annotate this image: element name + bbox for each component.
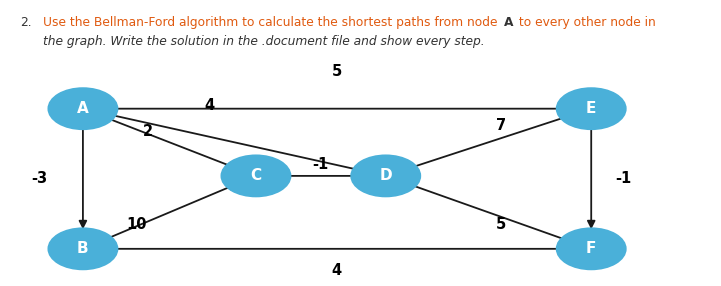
Text: Use the Bellman-Ford algorithm to calculate the shortest paths from node: Use the Bellman-Ford algorithm to calcul…: [43, 16, 502, 29]
FancyArrowPatch shape: [404, 114, 571, 170]
FancyArrowPatch shape: [101, 116, 236, 169]
Text: 10: 10: [127, 217, 147, 232]
Text: A: A: [77, 101, 89, 116]
Text: the graph. Write the solution in the .document file and show every step.: the graph. Write the solution in the .do…: [43, 35, 485, 48]
Text: -3: -3: [32, 171, 48, 186]
FancyArrowPatch shape: [588, 128, 595, 227]
Ellipse shape: [221, 155, 291, 196]
Text: -1: -1: [616, 171, 632, 186]
Text: 4: 4: [204, 98, 214, 113]
Ellipse shape: [557, 88, 626, 129]
FancyArrowPatch shape: [101, 184, 236, 241]
Text: D: D: [379, 168, 392, 183]
FancyArrowPatch shape: [105, 105, 572, 112]
FancyArrowPatch shape: [105, 245, 572, 252]
Text: 4: 4: [332, 263, 342, 278]
FancyArrowPatch shape: [79, 128, 87, 227]
Text: to every other node in: to every other node in: [515, 16, 655, 29]
Text: F: F: [586, 241, 596, 256]
Text: -1: -1: [313, 157, 329, 172]
Text: 5: 5: [496, 217, 506, 232]
Text: E: E: [586, 101, 596, 116]
Text: A: A: [504, 16, 513, 29]
Ellipse shape: [48, 88, 118, 129]
Text: B: B: [77, 241, 89, 256]
FancyArrowPatch shape: [406, 182, 573, 242]
Ellipse shape: [351, 155, 420, 196]
Text: 5: 5: [332, 64, 342, 79]
Text: 2: 2: [143, 124, 153, 139]
Text: C: C: [250, 168, 262, 183]
Ellipse shape: [557, 228, 626, 269]
FancyArrowPatch shape: [275, 172, 364, 179]
Text: 2.: 2.: [20, 16, 32, 29]
Ellipse shape: [48, 228, 118, 269]
Text: 7: 7: [496, 118, 506, 133]
FancyArrowPatch shape: [102, 113, 365, 173]
